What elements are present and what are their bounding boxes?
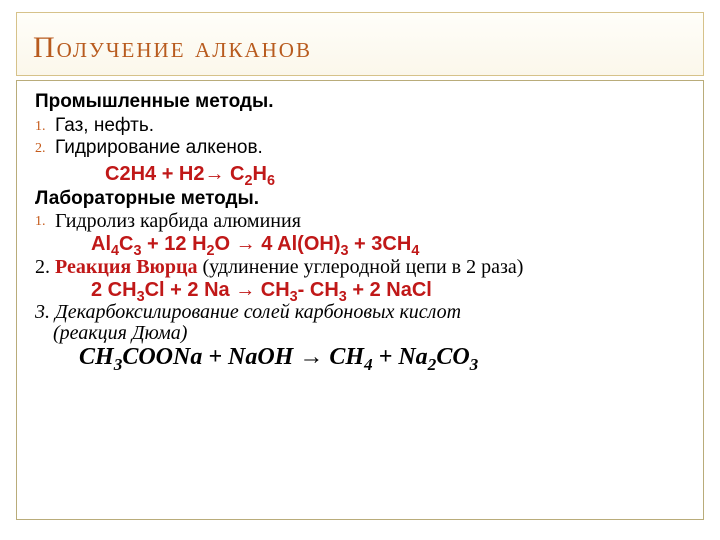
eq-text: Al (91, 233, 111, 255)
eq-text: CH (79, 344, 114, 370)
title-block: Получение алканов (16, 12, 704, 76)
list-item: 1. Газ, нефть. (35, 115, 685, 137)
equation-ethene: С2Н4 + Н2→ С2Н6 (35, 163, 685, 186)
wurtz-name: Реакция Вюрца (55, 256, 203, 278)
wurtz-note: (удлинение углеродной цепи в 2 раза) (203, 256, 524, 278)
list-number-plain: 2. (35, 256, 55, 278)
equation-dumas: CH3COONa + NaOH → CH4 + Na2CO3 (35, 344, 685, 371)
content-block: Промышленные методы. 1. Газ, нефть. 2. Г… (16, 80, 704, 520)
slide-title: Получение алканов (33, 31, 687, 65)
eq-sub: 3 (470, 355, 479, 374)
method-hydrogenation: Гидрирование алкенов. (55, 137, 263, 159)
eq-sub: 6 (267, 173, 275, 189)
eq-text: С2Н4 + Н2→ С (105, 163, 245, 185)
eq-text: CO (436, 344, 469, 370)
eq-text: C (119, 233, 133, 255)
eq-text: - CH (298, 279, 339, 301)
method-gas-oil: Газ, нефть. (55, 115, 154, 137)
eq-text: COONa + NaOH → CH (122, 344, 364, 370)
list-number: 1. (35, 210, 55, 230)
list-item: 1. Гидролиз карбида алюминия (35, 210, 685, 233)
heading-industrial: Промышленные методы. (35, 91, 685, 113)
eq-text: Cl + 2 Na → CH (145, 279, 290, 301)
method-decarboxylation: 3. Декарбоксилирование солей карбоновых … (35, 302, 685, 344)
eq-text: + 2 NaCl (347, 279, 432, 301)
eq-sub: 4 (364, 355, 373, 374)
eq-text: 2 CH (91, 279, 137, 301)
eq-sub: 2 (245, 173, 253, 189)
heading-laboratory: Лабораторные методы. (35, 188, 685, 210)
decarbox-note: (реакция Дюма) (35, 322, 187, 344)
method-wurtz: 2. Реакция Вюрца (удлинение углеродной ц… (35, 256, 685, 279)
eq-text: + 12 H (141, 233, 206, 255)
method-hydrolysis: Гидролиз карбида алюминия (55, 210, 301, 233)
list-number: 2. (35, 137, 55, 157)
list-number-plain: 3. (35, 301, 50, 323)
eq-text: Н (253, 163, 267, 185)
list-item: 2. Гидрирование алкенов. (35, 137, 685, 159)
eq-text: + Na (373, 344, 428, 370)
eq-text: + 3CH (349, 233, 412, 255)
slide: Получение алканов Промышленные методы. 1… (0, 0, 720, 540)
equation-wurtz: 2 CH3Cl + 2 Na → CH3- CH3 + 2 NaCl (35, 279, 685, 302)
equation-aluminium-carbide: Al4C3 + 12 H2O → 4 Al(OH)3 + 3CH4 (35, 233, 685, 256)
eq-text: O → 4 Al(OH) (215, 233, 341, 255)
list-number: 1. (35, 115, 55, 135)
decarbox-text: Декарбоксилирование солей карбоновых кис… (50, 301, 461, 323)
